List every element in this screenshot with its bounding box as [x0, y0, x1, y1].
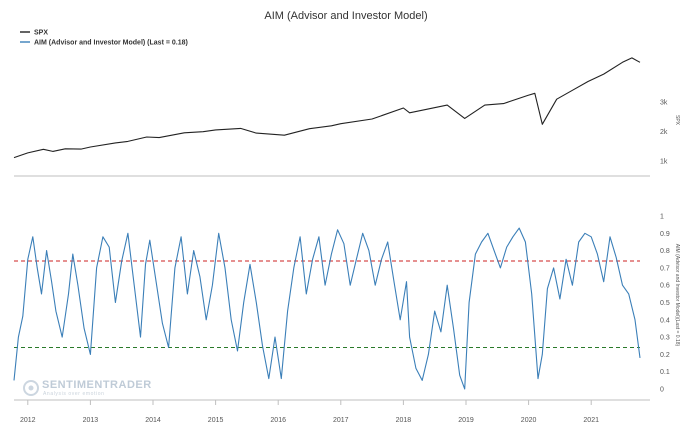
spx-series-line	[13, 57, 641, 159]
x-tick-label: 2015	[208, 417, 224, 424]
x-tick-label: 2017	[333, 417, 349, 424]
x-tick-label: 2016	[270, 417, 286, 424]
aim-y-tick-label: 0	[660, 387, 664, 394]
watermark-brand: SENTIMENTRADER	[42, 379, 152, 391]
x-tick-label: 2012	[20, 417, 36, 424]
aim-y-tick-label: 0.8	[660, 248, 670, 255]
aim-y-tick-label: 0.1	[660, 369, 670, 376]
chart-title: AIM (Advisor and Investor Model)	[264, 10, 427, 22]
x-tick-label: 2021	[583, 417, 599, 424]
aim-y-tick-label: 0.9	[660, 231, 670, 238]
watermark-logo-icon	[23, 380, 39, 396]
spx-y-tick-label: 1k	[660, 159, 668, 166]
aim-axis-title: AIM (Advisor and Investor Model)(Last = …	[674, 244, 680, 347]
watermark-logo-dot-icon	[28, 385, 34, 391]
x-tick-label: 2013	[83, 417, 99, 424]
aim-y-tick-label: 1	[660, 214, 664, 221]
x-tick-label: 2018	[396, 417, 412, 424]
aim-y-tick-label: 0.5	[660, 300, 670, 307]
aim-y-ticks: 0 0.1 0.2 0.3 0.4 0.5 0.6 0.7 0.8 0.9 1	[660, 214, 670, 394]
spx-y-tick-label: 3k	[660, 100, 668, 107]
x-tick-label: 2014	[145, 417, 161, 424]
spx-y-ticks: 1k 2k 3k	[660, 100, 668, 166]
legend-aim-label[interactable]: AIM (Advisor and Investor Model) (Last =…	[34, 40, 188, 47]
aim-y-tick-label: 0.3	[660, 335, 670, 342]
legend-spx-label[interactable]: SPX	[34, 30, 48, 37]
x-tick-label: 2019	[458, 417, 474, 424]
aim-y-tick-label: 0.6	[660, 283, 670, 290]
x-tick-label: 2020	[521, 417, 537, 424]
legend: SPX AIM (Advisor and Investor Model) (La…	[20, 30, 188, 47]
aim-y-tick-label: 0.7	[660, 265, 670, 272]
spx-axis-title: SPX	[674, 115, 680, 126]
watermark-tagline: Analysis over emotion	[43, 391, 105, 397]
spx-y-tick-label: 2k	[660, 129, 668, 136]
aim-y-tick-label: 0.2	[660, 352, 670, 359]
aim-series-line	[13, 227, 641, 390]
x-axis-ticks: 2012 2013 2014 2015 2016 2017 2018 2019 2020 2021	[20, 400, 599, 424]
watermark: SENTIMENTRADER Analysis over emotion	[23, 379, 152, 397]
aim-y-tick-label: 0.4	[660, 317, 670, 324]
